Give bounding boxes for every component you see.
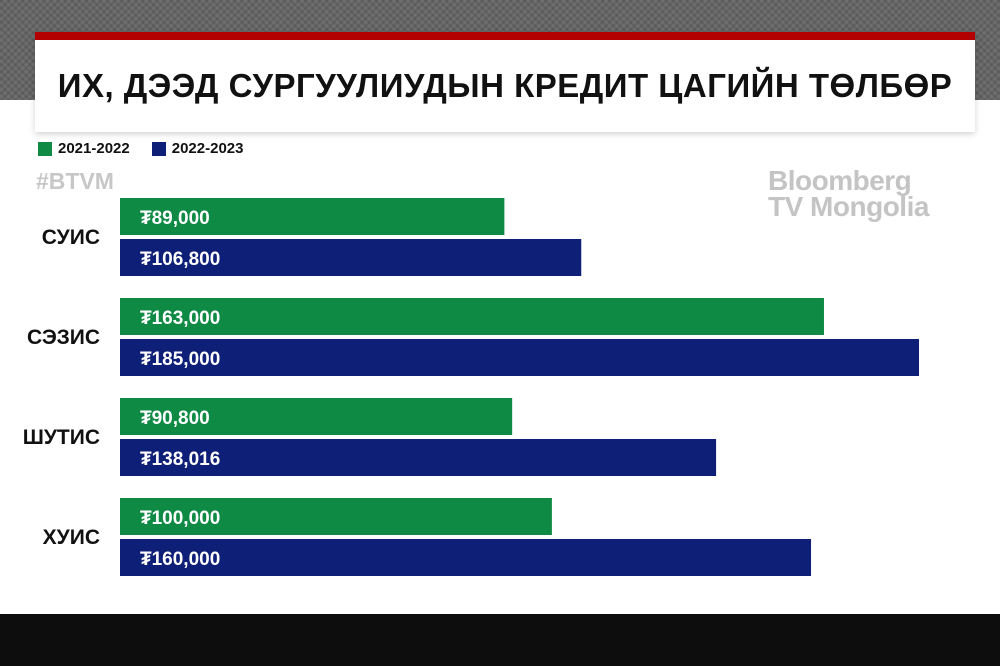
bar-value-label: ₮106,800 bbox=[140, 249, 220, 270]
bar-value-label: ₮100,000 bbox=[140, 508, 220, 529]
bar-2021 bbox=[120, 198, 505, 235]
bar-value-label: ₮160,000 bbox=[140, 549, 220, 570]
bar-2021 bbox=[120, 298, 824, 335]
category-label: ШУТИС bbox=[23, 426, 100, 449]
category-label: СЭЗИС bbox=[27, 326, 100, 349]
title-card: ИХ, ДЭЭД СУРГУУЛИУДЫН КРЕДИТ ЦАГИЙН ТӨЛБ… bbox=[35, 32, 975, 132]
logo-line-1: Bloomberg bbox=[768, 165, 912, 196]
bar-value-label: ₮89,000 bbox=[140, 208, 210, 229]
category-label: СУИС bbox=[42, 226, 100, 249]
hashtag: #BTVM bbox=[36, 168, 114, 194]
bar-value-label: ₮163,000 bbox=[140, 308, 220, 329]
legend-label-2022: 2022-2023 bbox=[171, 140, 244, 157]
logo-line-2: TV Mongolia bbox=[768, 191, 929, 222]
legend-label-2021: 2021-2022 bbox=[58, 140, 130, 157]
bar-2022 bbox=[120, 339, 919, 376]
bar-2022 bbox=[120, 539, 812, 576]
bar-value-label: ₮185,000 bbox=[140, 349, 220, 370]
legend-swatch-2022 bbox=[151, 141, 166, 156]
bar-value-label: ₮138,016 bbox=[140, 449, 220, 470]
category-label: ХУИС bbox=[43, 526, 100, 549]
footer-band bbox=[0, 614, 1000, 666]
legend-swatch-2021 bbox=[38, 141, 52, 156]
bloomberg-tv-logo: Bloomberg TV Mongolia bbox=[768, 165, 929, 222]
bar-2021 bbox=[120, 498, 552, 535]
bar-value-label: ₮90,800 bbox=[140, 408, 210, 429]
bar-2021 bbox=[120, 398, 513, 435]
legend: 2021-2022 2022-2023 bbox=[38, 140, 243, 157]
bar-2022 bbox=[120, 439, 717, 476]
bar-2022 bbox=[120, 239, 582, 276]
chart-title: ИХ, ДЭЭД СУРГУУЛИУДЫН КРЕДИТ ЦАГИЙН ТӨЛБ… bbox=[57, 67, 953, 104]
legend-item-2021: 2021-2022 bbox=[38, 140, 130, 157]
legend-item-2022: 2022-2023 bbox=[151, 140, 244, 157]
bar-chart: СУИС ₮89,000 ₮106,800 СЭЗИС ₮163,000 ₮185,000… bbox=[23, 198, 919, 576]
